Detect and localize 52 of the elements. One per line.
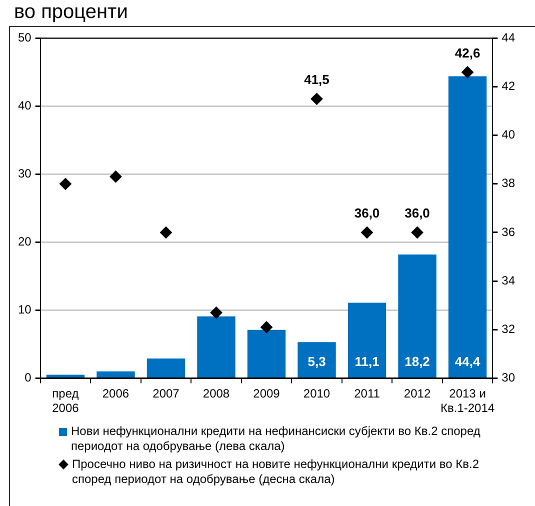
y-tick-label: 0 — [24, 370, 32, 385]
x-tick-label: 2011 — [354, 386, 380, 401]
data-label: 18,2 — [404, 354, 430, 370]
y2-tick-label: 36 — [502, 224, 516, 239]
y2-tick-label: 38 — [502, 176, 516, 190]
point — [462, 66, 474, 78]
data-label: 11,1 — [354, 354, 380, 370]
y2-tick-label: 34 — [502, 273, 516, 288]
y2-tick-label: 32 — [502, 322, 516, 336]
y-tick-label: 20 — [18, 234, 32, 249]
data-label: 5,3 — [308, 354, 326, 370]
legend-label: Нови нефункционални кредити на нефинансиски субјекти во Кв.2 според периодот на одобрување (лева скала) — [71, 424, 482, 454]
y2-tick-label: 30 — [502, 370, 516, 385]
point — [59, 178, 72, 190]
y-tick-label: 50 — [18, 30, 32, 45]
x-tick-label: 2010 — [303, 386, 330, 401]
bar — [398, 254, 436, 378]
bar — [46, 374, 85, 378]
y2-tick-label: 40 — [502, 128, 516, 142]
data-label: 36,0 — [404, 206, 430, 221]
legend-label: Просечно ниво на ризичност на новите нефункционални кредити во Кв.2 според периодот на одобрување (десна скала) — [72, 457, 480, 487]
bar — [298, 342, 336, 378]
x-tick-label: 2006 — [102, 386, 130, 401]
y-tick-label: 30 — [18, 166, 32, 181]
y2-tick-label: 44 — [502, 30, 516, 45]
point — [160, 226, 172, 238]
y2-tick-label: 42 — [502, 79, 516, 94]
bar — [146, 358, 186, 378]
point — [110, 170, 122, 183]
x-tick-label: 2008 — [202, 386, 230, 401]
y-tick-label: 10 — [18, 302, 32, 317]
bar — [348, 302, 386, 378]
data-label: 41,5 — [304, 72, 330, 87]
x-tick-label: 2012 — [404, 386, 431, 401]
point — [411, 226, 424, 238]
bar — [448, 76, 487, 378]
point — [361, 226, 374, 238]
point — [210, 306, 222, 319]
x-tick-label: 2013 и Кв.1-2014 — [440, 386, 495, 416]
x-tick-label: 2007 — [152, 386, 180, 401]
point — [310, 92, 323, 105]
bar — [197, 316, 236, 378]
x-tick-label: пред 2006 — [52, 386, 80, 416]
chart-title: во проценти — [14, 0, 128, 24]
data-label: 44,4 — [454, 354, 481, 370]
x-tick-label: 2009 — [253, 386, 280, 401]
point — [260, 321, 272, 334]
data-label: 36,0 — [354, 206, 380, 221]
y-tick-label: 40 — [18, 98, 32, 113]
bar — [247, 330, 286, 378]
bar — [96, 371, 135, 378]
data-label: 42,6 — [454, 45, 480, 60]
